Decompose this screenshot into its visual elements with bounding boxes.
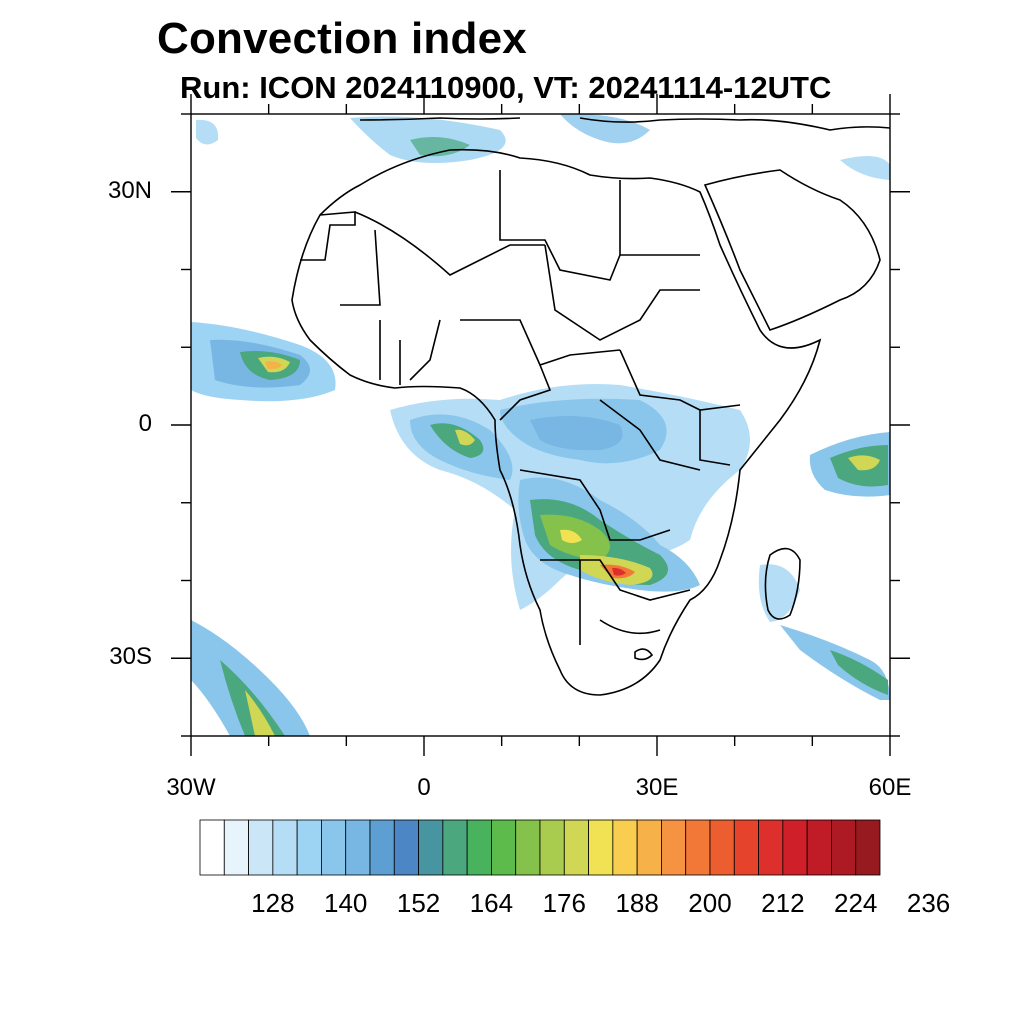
colorbar-label: 188 xyxy=(615,888,659,918)
axis-ticks xyxy=(171,94,910,756)
colorbar-swatch xyxy=(296,819,322,876)
colorbar-label: 212 xyxy=(761,888,805,918)
coastlines-and-borders xyxy=(291,117,890,696)
colorbar-label: 200 xyxy=(688,888,732,918)
lon-tick-label: 30E xyxy=(635,774,679,801)
colorbar-swatch xyxy=(369,819,395,876)
lon-tick-label: 30W xyxy=(166,774,216,801)
convection-field xyxy=(191,114,890,736)
colorbar-swatch xyxy=(199,819,225,876)
colorbar-swatch xyxy=(393,819,419,876)
colorbar-swatch xyxy=(321,819,347,876)
colorbar-swatch xyxy=(345,819,371,876)
lat-tick-label: 30S xyxy=(109,643,152,671)
colorbar-swatch xyxy=(491,819,517,876)
lat-tick-label: 30N xyxy=(107,176,152,204)
colorbar-swatch xyxy=(806,819,832,876)
colorbar-label: 236 xyxy=(906,888,951,918)
colorbar-swatch xyxy=(563,819,589,876)
colorbar-label: 224 xyxy=(834,888,878,918)
colorbar-swatch xyxy=(223,819,249,876)
colorbar-label: 164 xyxy=(469,888,514,918)
colorbar-swatch xyxy=(733,819,759,876)
chart-title: Convection index xyxy=(157,14,527,63)
lat-tick-label: 0 xyxy=(138,410,152,437)
colorbar-swatch xyxy=(248,819,274,876)
lon-tick-label: 0 xyxy=(417,774,431,801)
colorbar-swatch xyxy=(539,819,565,876)
colorbar-swatch xyxy=(418,819,444,876)
colorbar xyxy=(199,819,881,876)
colorbar-swatch xyxy=(515,819,541,876)
colorbar-label: 152 xyxy=(396,888,441,918)
colorbar-swatch xyxy=(782,819,808,876)
colorbar-swatch xyxy=(709,819,735,876)
colorbar-swatch xyxy=(685,819,711,876)
map-plot-area xyxy=(191,114,890,736)
colorbar-swatch xyxy=(855,819,881,876)
colorbar-swatch xyxy=(442,819,468,876)
lon-tick-label: 60E xyxy=(868,774,912,801)
colorbar-swatch xyxy=(272,819,298,876)
colorbar-swatch xyxy=(636,819,662,876)
colorbar-swatch xyxy=(612,819,638,876)
colorbar-swatch xyxy=(758,819,784,876)
colorbar-swatch xyxy=(831,819,857,876)
colorbar-label: 128 xyxy=(251,888,295,918)
colorbar-label: 140 xyxy=(324,888,368,918)
colorbar-swatch xyxy=(588,819,614,876)
colorbar-label: 176 xyxy=(542,888,586,918)
colorbar-swatch xyxy=(466,819,492,876)
colorbar-swatch xyxy=(661,819,687,876)
chart-subtitle: Run: ICON 2024110900, VT: 20241114-12UTC xyxy=(180,70,832,105)
